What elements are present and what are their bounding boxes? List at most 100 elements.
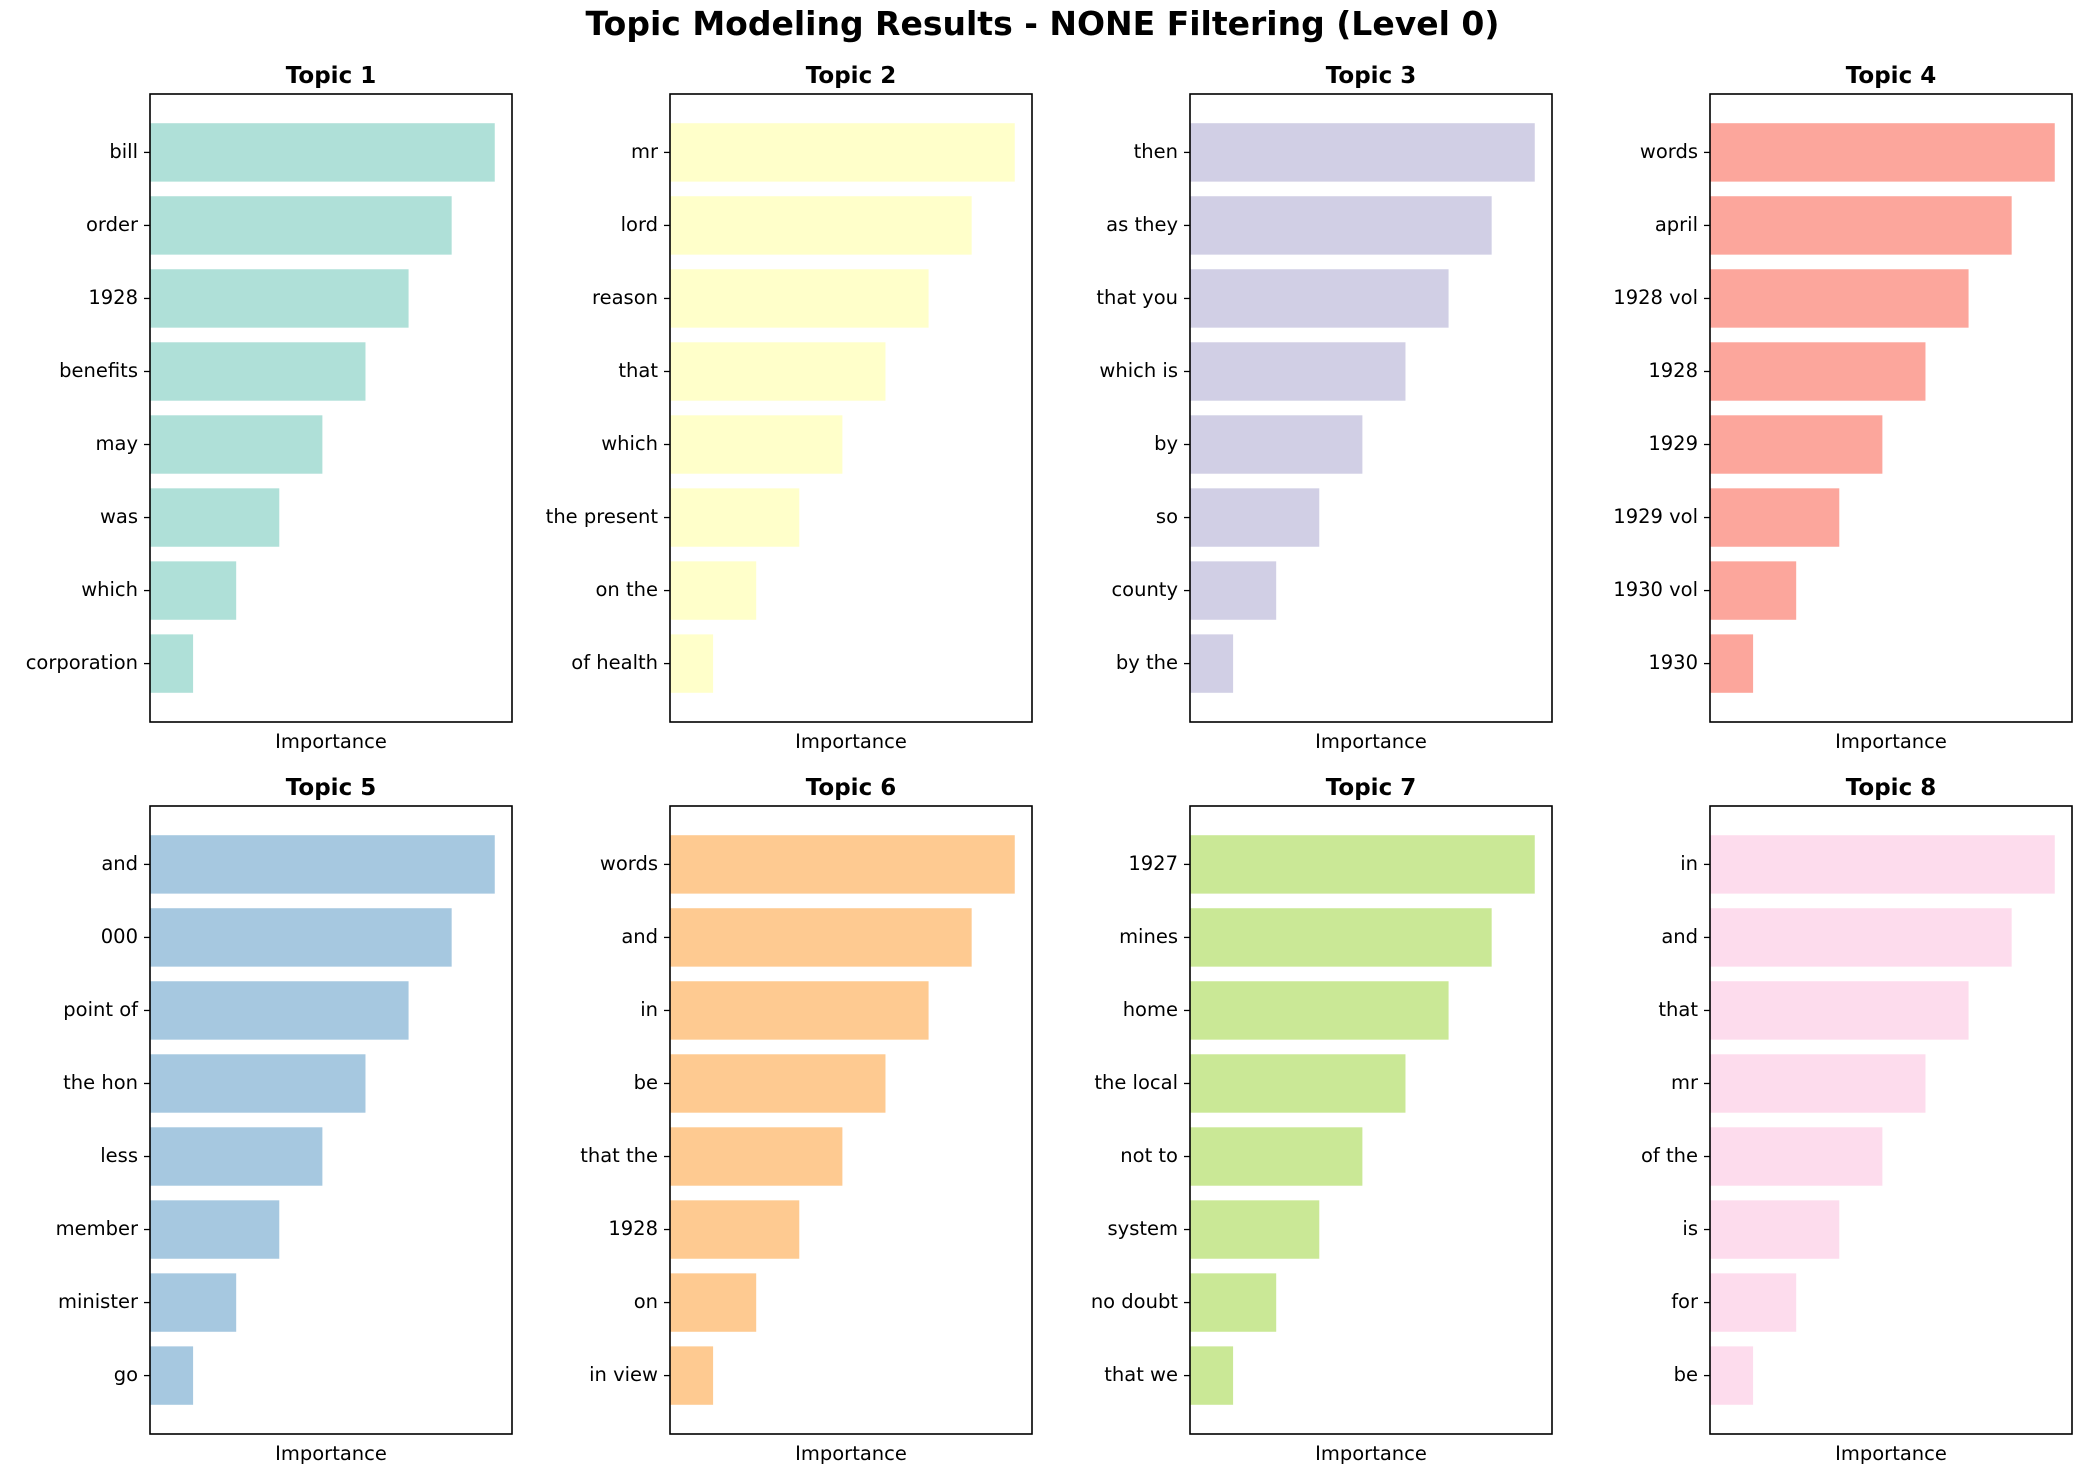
bar (1190, 342, 1406, 401)
category-label: in view (589, 1363, 658, 1386)
category-label: which (601, 432, 658, 455)
bar (1190, 981, 1449, 1040)
bar (670, 835, 1015, 894)
axes-frame (1189, 805, 1553, 1435)
category-label: on the (596, 578, 659, 601)
bar (1190, 488, 1320, 547)
topic-panel: mr lord reason that which the present on the of… (546, 63, 1033, 753)
category-label: so (1156, 505, 1178, 528)
x-axis-label: Importance (795, 1442, 907, 1465)
category-label: 1928 (88, 286, 138, 309)
topic-panel: words and in be that the 1928 on in view Topic 6… (580, 775, 1033, 1465)
category-label: be (634, 1071, 658, 1094)
category-label: and (621, 925, 658, 948)
category-label: for (1671, 1290, 1699, 1313)
category-label: that the (580, 1144, 658, 1167)
bar (1710, 634, 1754, 693)
category-label: 000 (101, 925, 138, 948)
bar (1710, 1054, 1926, 1113)
category-label: by (1154, 432, 1178, 455)
category-label: no doubt (1091, 1290, 1179, 1313)
bar (150, 196, 452, 255)
topic-panel: in and that mr of the is for be Topic 8 Importanc… (1641, 775, 2073, 1465)
category-label: words (1640, 140, 1698, 163)
topic-panel: then as they that you which is by so county by … (1096, 63, 1553, 753)
bar (1710, 1200, 1840, 1259)
subplot-title: Topic 3 (1326, 63, 1416, 89)
x-axis-label: Importance (1315, 1442, 1427, 1465)
bar (1190, 1200, 1320, 1259)
category-label: the local (1094, 1071, 1178, 1094)
axes-frame (669, 805, 1033, 1435)
bar (1710, 981, 1969, 1040)
category-label: the present (546, 505, 659, 528)
bar (1710, 123, 2055, 182)
category-label: on (634, 1290, 658, 1313)
bar (670, 1346, 714, 1405)
category-label: that (1658, 998, 1698, 1021)
bar (150, 981, 409, 1040)
category-label: 1928 (1648, 359, 1698, 382)
bar (1710, 488, 1840, 547)
axes-frame (149, 805, 513, 1435)
category-label: not to (1120, 1144, 1178, 1167)
bar (1190, 1127, 1363, 1186)
bar (1710, 1273, 1797, 1332)
bar (670, 269, 929, 328)
category-label: that you (1096, 286, 1178, 309)
x-axis-label: Importance (1835, 730, 1947, 753)
category-label: is (1682, 1217, 1698, 1240)
bar (1710, 1127, 1883, 1186)
bar (670, 1054, 886, 1113)
x-axis-label: Importance (1315, 730, 1427, 753)
subplot-title: Topic 6 (806, 775, 896, 801)
bar (670, 1127, 843, 1186)
bar (1190, 123, 1535, 182)
category-label: which (81, 578, 138, 601)
axes-frame (1709, 93, 2073, 723)
bar (1190, 415, 1363, 474)
bar (670, 1200, 800, 1259)
category-label: 1929 vol (1613, 505, 1698, 528)
bar (670, 634, 714, 693)
category-label: by the (1116, 651, 1178, 674)
bar (1710, 1346, 1754, 1405)
bar (1190, 1273, 1277, 1332)
category-label: 1930 vol (1613, 578, 1698, 601)
category-label: as they (1106, 213, 1178, 236)
bar (1190, 634, 1234, 693)
category-label: the hon (63, 1071, 138, 1094)
bar (670, 488, 800, 547)
category-label: words (600, 852, 658, 875)
category-label: 1928 (608, 1217, 658, 1240)
bar (1190, 269, 1449, 328)
bar (150, 1273, 237, 1332)
subplot-title: Topic 4 (1846, 63, 1936, 89)
category-label: reason (592, 286, 658, 309)
bar (150, 269, 409, 328)
category-label: 1928 vol (1613, 286, 1698, 309)
subplot-title: Topic 8 (1846, 775, 1936, 801)
category-label: which is (1099, 359, 1178, 382)
category-label: order (86, 213, 139, 236)
bar (1190, 196, 1492, 255)
bar (1710, 835, 2055, 894)
category-label: county (1111, 578, 1178, 601)
bar (150, 1127, 323, 1186)
category-label: of the (1641, 1144, 1698, 1167)
bar (1710, 196, 2012, 255)
category-label: mr (1671, 1071, 1699, 1094)
bar (1190, 561, 1277, 620)
category-label: and (1661, 925, 1698, 948)
bar (670, 908, 972, 967)
category-label: of health (571, 651, 658, 674)
category-label: go (114, 1363, 138, 1386)
bar (150, 634, 194, 693)
bar (150, 123, 495, 182)
bar (1190, 835, 1535, 894)
category-label: benefits (59, 359, 138, 382)
bar (150, 561, 237, 620)
category-label: point of (63, 998, 139, 1021)
bar (670, 196, 972, 255)
